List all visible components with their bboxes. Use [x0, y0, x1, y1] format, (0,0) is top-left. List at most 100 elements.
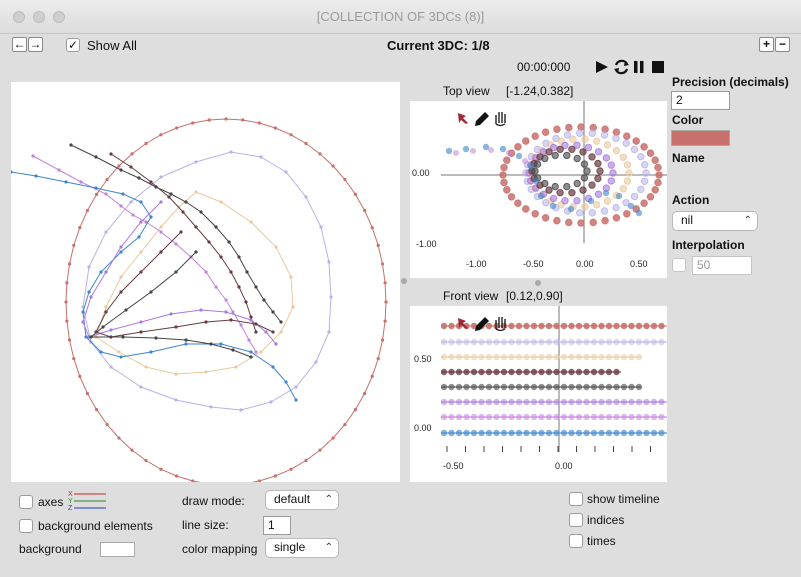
show-timeline-checkbox[interactable]	[569, 492, 583, 506]
indices-checkbox[interactable]	[569, 513, 583, 527]
background-elements-checkbox[interactable]	[19, 519, 33, 533]
axes-checkbox[interactable]	[19, 495, 33, 509]
hand-tool-icon[interactable]	[495, 112, 506, 127]
front-view-canvas[interactable]	[441, 306, 667, 452]
pointer-tool-icon[interactable]	[458, 113, 468, 124]
curve-violet[interactable]	[31, 154, 258, 354]
prev-3dc-button[interactable]: ←	[12, 37, 27, 52]
precision-label: Precision (decimals)	[672, 75, 789, 89]
show-timeline-label: show timeline	[587, 492, 660, 506]
arrow-left-icon: ←	[13, 37, 26, 51]
add-3dc-button[interactable]: +	[759, 37, 774, 52]
hand-tool-icon[interactable]	[495, 317, 506, 332]
view-splitter-handle[interactable]	[535, 280, 541, 286]
front-row-dark[interactable]	[441, 383, 643, 391]
draw-mode-select[interactable]: default ⌃	[265, 490, 339, 510]
front-row-red[interactable]	[441, 322, 667, 330]
top-view-range: [-1.24,0.382]	[506, 84, 574, 98]
arrow-right-icon: →	[29, 37, 42, 51]
axis-x-letter: X	[68, 491, 73, 498]
curve-blue[interactable]	[9, 170, 298, 402]
front-x-tick-1: 0.00	[555, 461, 573, 471]
chevron-updown-icon: ⌃	[324, 494, 333, 505]
show-all-checkbox[interactable]: ✓	[66, 38, 80, 52]
pause-icon[interactable]	[634, 61, 644, 73]
name-label: Name	[672, 151, 705, 165]
play-icon[interactable]	[596, 61, 608, 73]
pencil-tool-icon[interactable]	[475, 112, 489, 126]
top-view-panel[interactable]: 0.00 -1.00 -1.00 -0.50 0.00 0.50	[410, 101, 667, 278]
top-x-tick-0: -1.00	[466, 259, 487, 269]
background-color-swatch[interactable]	[100, 542, 135, 557]
curves-canvas[interactable]	[9, 82, 400, 487]
front-view-title: Front view	[443, 289, 499, 303]
stop-icon[interactable]	[652, 61, 664, 73]
axes-legend-icon: X Y Z	[68, 491, 106, 512]
front-row-purple[interactable]	[441, 398, 667, 406]
front-view-range: [0.12,0.90]	[506, 289, 563, 303]
plus-icon: +	[762, 37, 770, 51]
front-x-tick-0: -0.50	[443, 461, 464, 471]
zoom-window-button[interactable]	[53, 11, 65, 23]
front-view-plot[interactable]	[441, 306, 667, 452]
interpolation-checkbox[interactable]	[672, 258, 686, 272]
minimize-window-button[interactable]	[33, 11, 45, 23]
top-ring-lavender[interactable]	[522, 129, 650, 217]
color-mapping-value: single	[274, 540, 306, 554]
top-view-canvas[interactable]	[441, 101, 667, 243]
line-size-label: line size:	[182, 518, 229, 532]
top-ring-maroon[interactable]	[528, 145, 604, 197]
front-row-blue[interactable]	[441, 429, 667, 437]
chevron-updown-icon: ⌃	[743, 215, 752, 226]
pencil-tool-icon[interactable]	[475, 317, 489, 331]
front-row-maroon[interactable]	[441, 368, 621, 376]
color-mapping-select[interactable]: single ⌃	[265, 538, 339, 558]
remove-3dc-button[interactable]: −	[775, 37, 790, 52]
curve-maroon[interactable]	[109, 152, 258, 334]
top-view-title: Top view	[443, 84, 490, 98]
times-label: times	[587, 534, 616, 548]
show-all-label: Show All	[87, 38, 137, 53]
times-checkbox[interactable]	[569, 534, 583, 548]
top-y-tick-0: 0.00	[412, 168, 430, 178]
background-elements-label: background elements	[38, 519, 153, 533]
action-select[interactable]: nil ⌃	[672, 211, 758, 231]
axis-z-letter: Z	[68, 505, 73, 512]
front-row-lavender[interactable]	[441, 338, 667, 346]
top-arc-blue[interactable]	[445, 143, 643, 217]
top-ring-dark[interactable]	[531, 151, 591, 191]
front-row-tan[interactable]	[441, 353, 643, 361]
time-display: 00:00:000	[517, 60, 571, 74]
curve-dark-inner[interactable]	[89, 250, 253, 359]
title-bar: [COLLECTION OF 3DCs (8)]	[0, 0, 801, 34]
top-x-tick-3: 0.50	[630, 259, 648, 269]
interpolation-input[interactable]: 50	[692, 256, 752, 275]
main-3d-view[interactable]	[9, 82, 400, 487]
top-view-plot[interactable]	[441, 101, 667, 243]
background-label: background	[19, 542, 82, 556]
front-row-violet[interactable]	[441, 413, 667, 421]
next-3dc-button[interactable]: →	[28, 37, 43, 52]
curve-dark[interactable]	[69, 143, 283, 324]
front-view-panel[interactable]: 0.50 0.00 -0.50 0.00	[410, 306, 667, 482]
pointer-tool-icon[interactable]	[458, 318, 468, 329]
top-x-tick-1: -0.50	[523, 259, 544, 269]
top-ring-red[interactable]	[499, 123, 663, 227]
curve-tan[interactable]	[94, 190, 295, 376]
color-swatch[interactable]	[671, 130, 730, 146]
top-arc-violet[interactable]	[453, 147, 528, 164]
window-title: [COLLECTION OF 3DCs (8)]	[316, 9, 485, 24]
precision-input[interactable]: 2	[671, 91, 730, 110]
curve-purple[interactable]	[81, 200, 278, 346]
line-size-input[interactable]: 1	[263, 516, 291, 535]
draw-mode-value: default	[274, 492, 311, 506]
top-y-tick-1: -1.00	[416, 239, 437, 249]
close-window-button[interactable]	[13, 11, 25, 23]
interpolation-label: Interpolation	[672, 238, 745, 252]
axis-y-letter: Y	[68, 498, 73, 505]
top-view-tools	[458, 112, 506, 127]
splitter-handle[interactable]	[401, 278, 407, 284]
front-view-tools	[458, 317, 506, 332]
indices-label: indices	[587, 513, 625, 527]
curve-lavender[interactable]	[81, 150, 333, 412]
